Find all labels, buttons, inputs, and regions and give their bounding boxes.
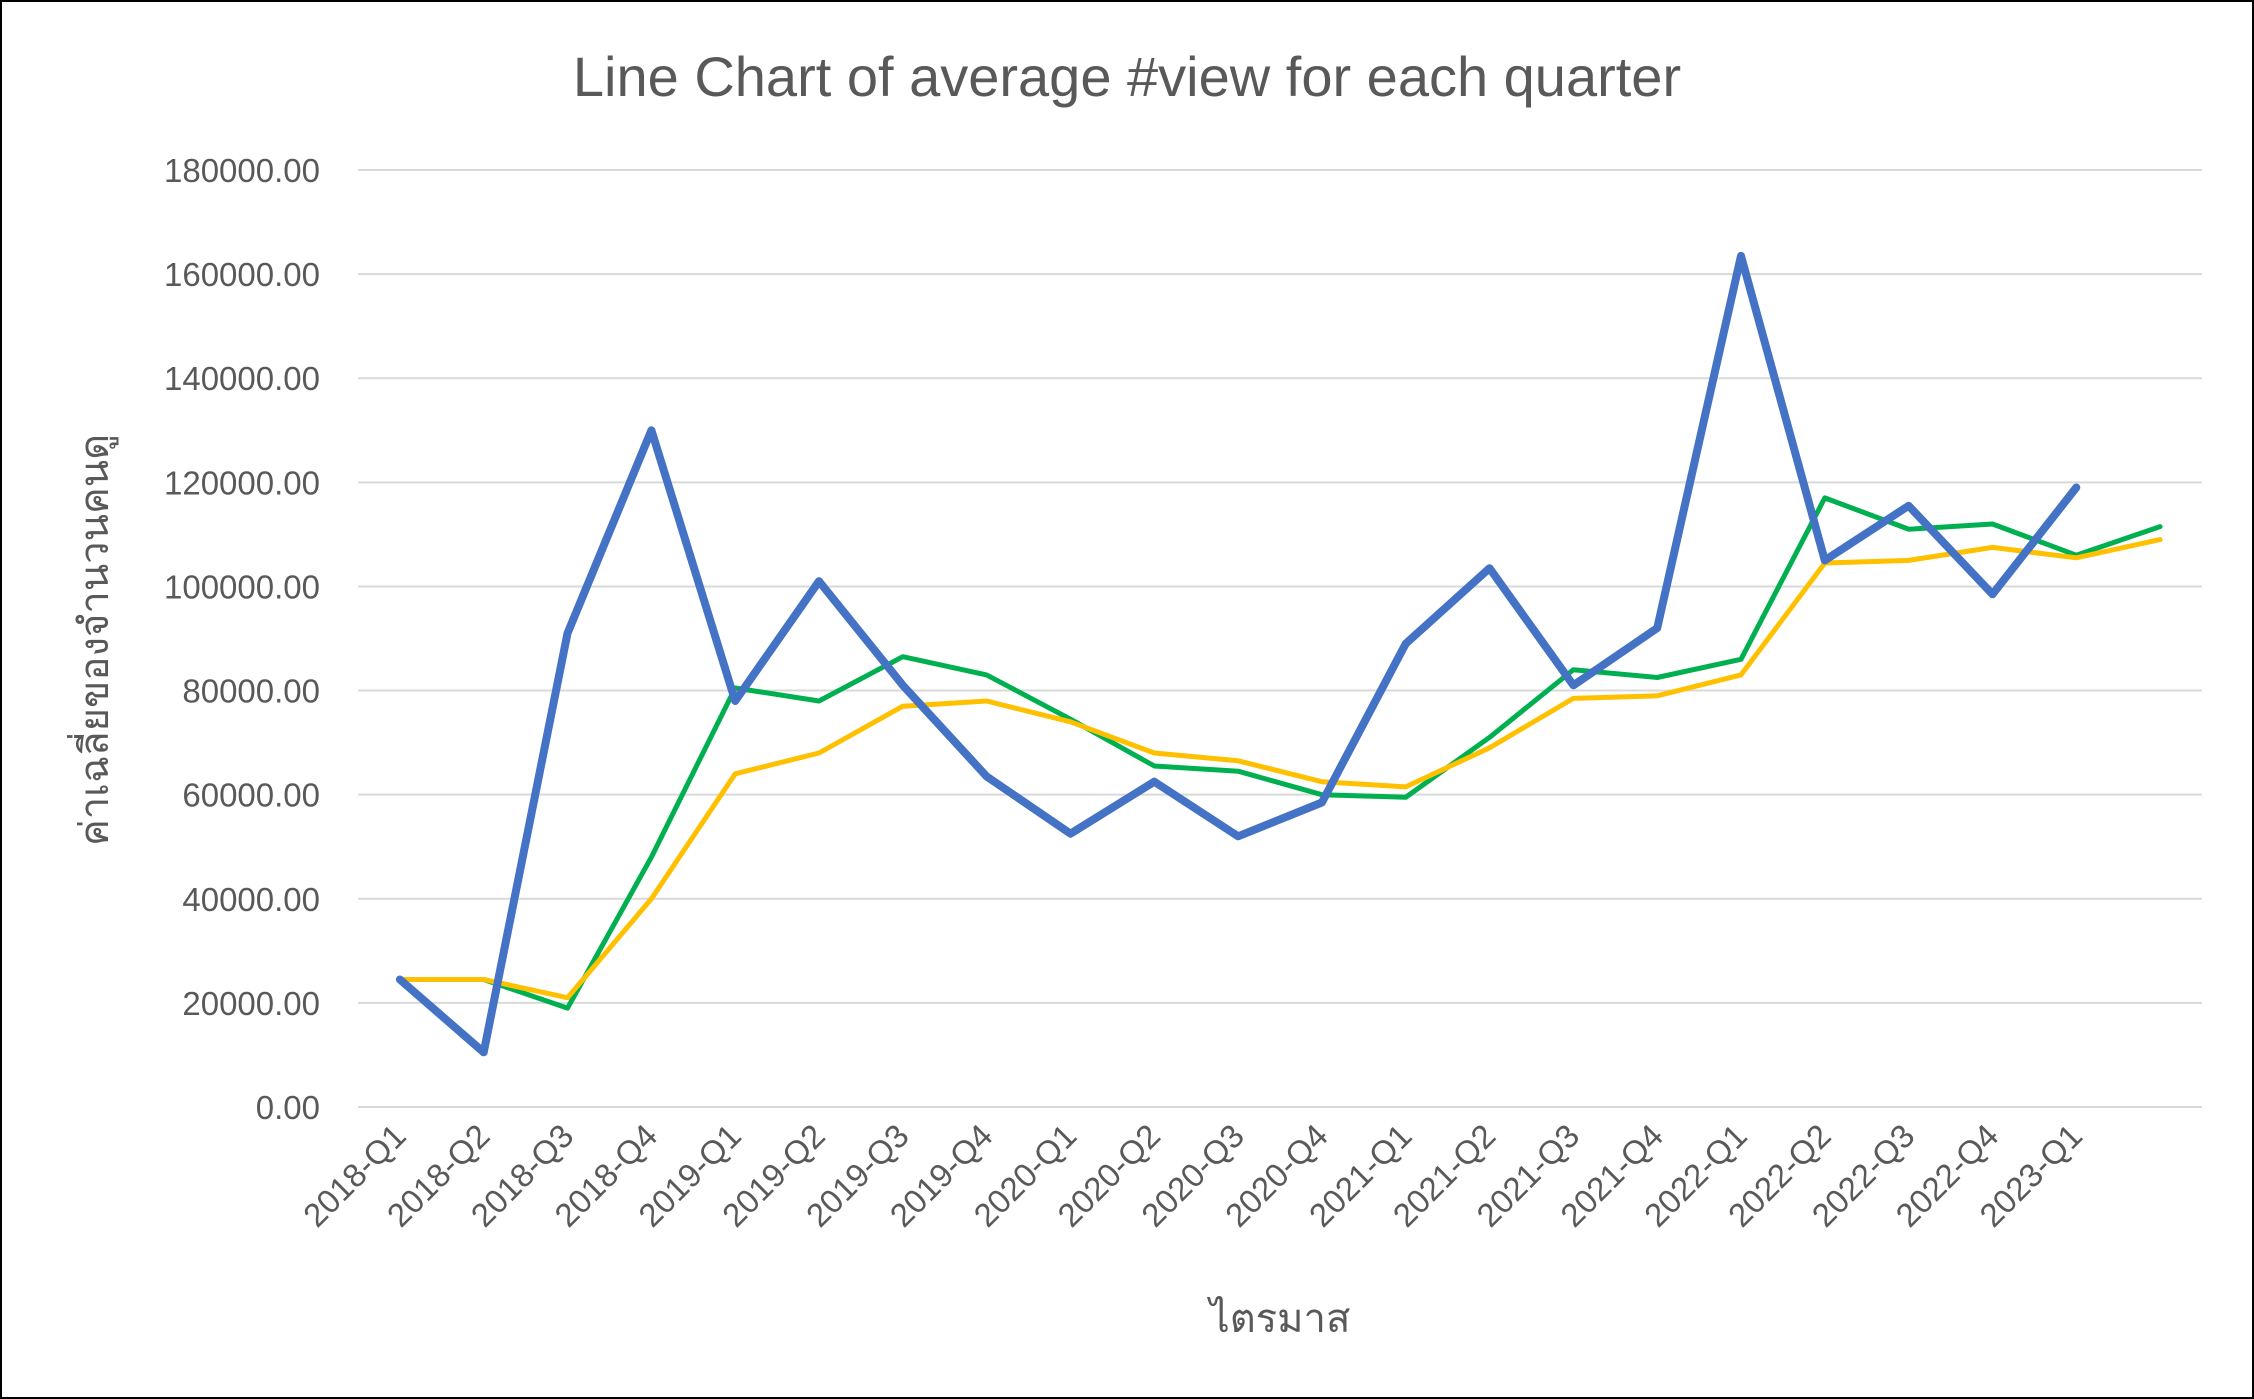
series-line-2 [397,495,2163,1011]
y-tick-label: 60000.00 [182,777,320,814]
y-tick-label: 180000.00 [164,152,320,189]
y-tick-label: 20000.00 [182,985,320,1022]
series-line-1 [395,251,2081,1057]
y-tick-label: 160000.00 [164,256,320,293]
series-lines [395,251,2163,1057]
x-axis-ticks: 2018-Q12018-Q22018-Q32018-Q42019-Q12019-… [296,1117,2089,1234]
x-axis-label: ไตรมาส [1207,1296,1351,1342]
y-axis-label: ค่าเฉลี่ยของจำนวนคนดู [67,434,118,846]
series-line-3 [397,537,2163,1001]
y-tick-label: 80000.00 [182,673,320,710]
y-tick-label: 40000.00 [182,881,320,918]
y-tick-label: 100000.00 [164,568,320,605]
y-tick-label: 140000.00 [164,360,320,397]
y-axis-ticks: 0.00 20000.00 40000.00 60000.00 80000.00 1000… [164,152,320,1126]
chart-title: Line Chart of average #view for each qua… [573,45,1681,108]
y-tick-label: 120000.00 [164,464,320,501]
gridlines [358,169,2202,1108]
y-tick-label: 0.00 [256,1089,320,1126]
